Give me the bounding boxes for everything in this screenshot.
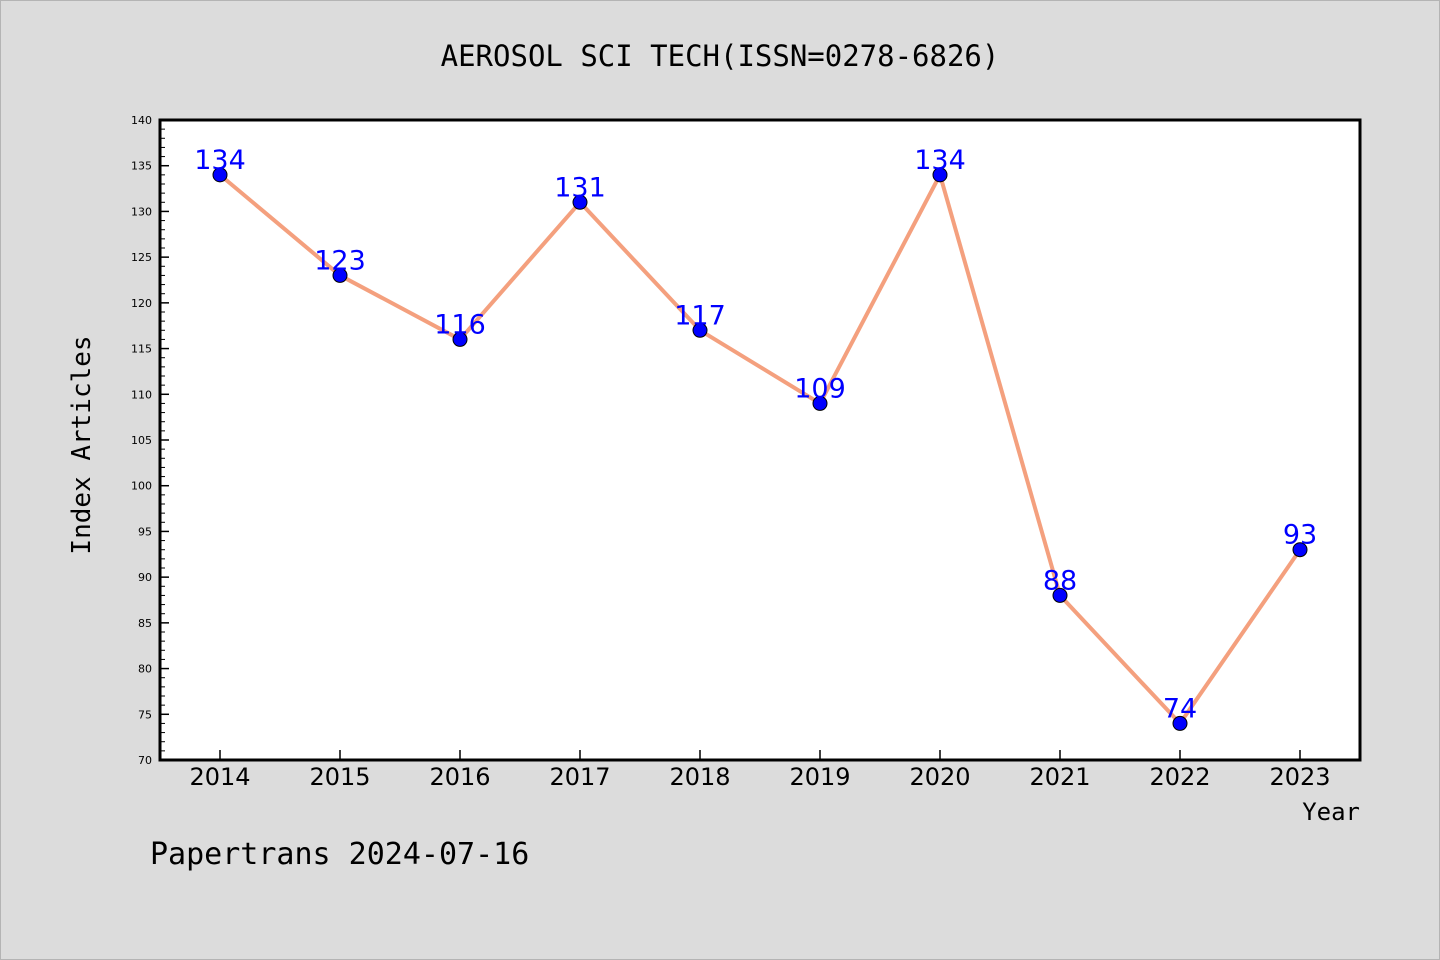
footer-source-date: Papertrans 2024-07-16 [150, 837, 529, 872]
y-tick-label: 75 [138, 708, 152, 721]
data-point [1172, 715, 1188, 731]
y-tick-label: 120 [131, 297, 152, 310]
data-point [332, 267, 348, 283]
data-label: 134 [194, 145, 246, 176]
x-tick-label: 2016 [429, 763, 490, 791]
data-point [452, 331, 468, 347]
data-label: 88 [1043, 565, 1077, 596]
y-tick-label: 85 [138, 617, 152, 630]
data-label: 93 [1283, 520, 1317, 551]
x-tick-label: 2023 [1269, 763, 1330, 791]
series-markers [212, 167, 1308, 731]
data-label: 109 [794, 373, 846, 404]
x-tick-label: 2015 [309, 763, 370, 791]
data-point [1052, 587, 1068, 603]
data-point [1292, 542, 1308, 558]
y-tick-label: 105 [131, 434, 152, 447]
data-label: 117 [674, 300, 726, 331]
data-label: 123 [314, 245, 366, 276]
data-label: 74 [1163, 693, 1197, 724]
y-tick-label: 95 [138, 525, 152, 538]
data-point [692, 322, 708, 338]
data-point [572, 194, 588, 210]
x-tick-label: 2019 [789, 763, 850, 791]
data-label: 131 [554, 172, 606, 203]
chart-title: AEROSOL SCI TECH(ISSN=0278-6826) [441, 39, 1000, 73]
data-label: 116 [434, 309, 486, 340]
y-tick-label: 135 [131, 160, 152, 173]
y-tick-label: 125 [131, 251, 152, 264]
x-tick-label: 2018 [669, 763, 730, 791]
x-axis-label: Year [1302, 798, 1360, 826]
y-axis-label: Index Articles [67, 335, 97, 554]
x-tick-label: 2021 [1029, 763, 1090, 791]
y-tick-label: 90 [138, 571, 152, 584]
y-tick-label: 100 [131, 480, 152, 493]
plot-area [160, 120, 1360, 760]
x-tick-label: 2017 [549, 763, 610, 791]
y-axis-ticks: 70 75 80 85 90 95 100 105 110 115 120 125 130 135 140 [131, 114, 169, 767]
x-axis-ticks: 2014 2015 2016 2017 2018 2019 2020 2021 2022 2023 [189, 750, 1331, 791]
y-tick-label: 130 [131, 205, 152, 218]
series-line [218, 172, 1302, 726]
x-tick-label: 2022 [1149, 763, 1210, 791]
y-tick-label: 70 [138, 754, 152, 767]
x-tick-label: 2020 [909, 763, 970, 791]
data-point [212, 167, 228, 183]
y-tick-label: 115 [131, 343, 152, 356]
x-tick-label: 2014 [189, 763, 250, 791]
data-point [812, 395, 828, 411]
y-tick-label: 110 [131, 388, 152, 401]
data-point [932, 167, 948, 183]
data-label: 134 [914, 145, 966, 176]
plot-border [158, 118, 1362, 762]
y-tick-label: 140 [131, 114, 152, 127]
data-labels: 134 123 116 131 117 109 134 88 74 93 [194, 145, 1317, 725]
y-tick-label: 80 [138, 663, 152, 676]
